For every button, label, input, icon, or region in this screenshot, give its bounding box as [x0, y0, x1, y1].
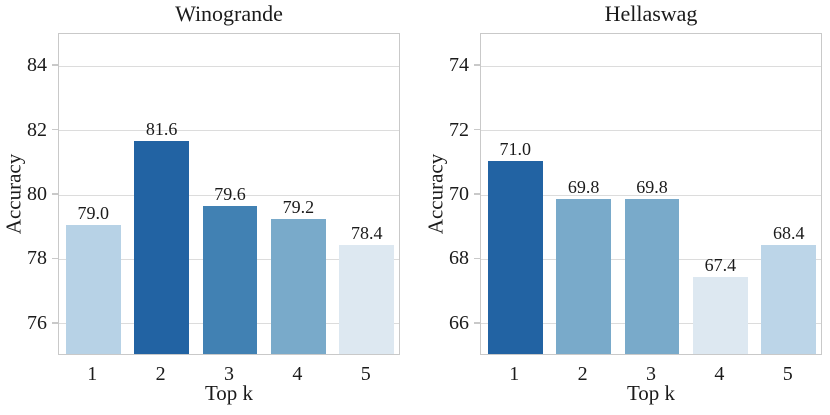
y-tick-label: 84: [27, 54, 47, 77]
x-tick-label: 5: [782, 363, 793, 385]
bar-value-label: 67.4: [704, 254, 737, 275]
y-tick-mark: [474, 257, 480, 260]
plot-area: 71.0 69.8 69.8 67.4 68.4: [480, 33, 822, 355]
y-tick-label: 70: [449, 183, 469, 205]
x-tick-label: 1: [509, 363, 520, 385]
y-tick-mark: [52, 322, 58, 324]
bar: [487, 160, 543, 354]
chart-hellaswag: Hellaswag Accuracy 71.0 69.8 69.8 67.4 68.4 …: [415, 0, 830, 415]
chart-title: Hellaswag: [604, 1, 698, 26]
y-tick-label: 80: [27, 183, 47, 205]
bar: [693, 276, 748, 354]
y-tick-mark: [52, 64, 58, 66]
y-tick-label: 76: [27, 311, 47, 334]
y-tick-mark: [474, 64, 480, 66]
y-tick-label: 74: [449, 54, 469, 77]
x-tick-label: 4: [292, 363, 303, 385]
y-tick-mark: [52, 128, 58, 131]
x-tick-label: 5: [360, 363, 371, 385]
y-tick-label: 72: [449, 118, 469, 141]
plot-area: 79.0 81.6 79.6 79.2 78.4: [58, 33, 400, 355]
x-axis-label: Top k: [626, 381, 676, 405]
y-tick-label: 68: [449, 247, 469, 270]
bar: [624, 199, 680, 354]
bar-value-label: 71.0: [499, 138, 531, 159]
bar: [202, 205, 258, 354]
bar: [271, 218, 326, 354]
chart-title: Winogrande: [175, 1, 283, 26]
gridline: [59, 130, 399, 132]
x-axis-label: Top k: [204, 381, 254, 405]
y-tick-mark: [474, 193, 480, 195]
bar-value-label: 79.0: [77, 203, 109, 224]
y-tick-mark: [474, 322, 480, 324]
bar: [134, 141, 189, 354]
bar-value-label: 69.8: [636, 177, 668, 198]
bar: [339, 244, 395, 354]
x-tick-label: 4: [714, 363, 725, 385]
bar-value-label: 79.2: [282, 196, 315, 217]
y-tick-label: 66: [449, 311, 469, 334]
bar: [556, 199, 611, 354]
gridline: [481, 130, 821, 132]
y-tick-label: 82: [27, 118, 47, 141]
y-tick-label: 78: [27, 247, 47, 270]
bar-value-label: 68.4: [773, 222, 805, 243]
bar-value-label: 69.8: [567, 177, 600, 198]
bar-value-label: 81.6: [145, 119, 178, 140]
y-tick-mark: [52, 193, 58, 195]
bar: [65, 225, 121, 354]
x-tick-label: 2: [155, 363, 166, 385]
gridline: [59, 65, 399, 67]
chart-winogrande: Winogrande Accuracy 79.0 81.6 79.6 79.2 78.4…: [2, 1, 400, 405]
x-tick-label: 3: [224, 363, 234, 385]
gridline: [481, 194, 821, 196]
gridline: [481, 65, 821, 67]
y-tick-mark: [474, 128, 480, 131]
bar-value-label: 79.6: [214, 183, 246, 204]
bar-value-label: 78.4: [351, 222, 383, 243]
y-tick-mark: [52, 257, 58, 260]
x-tick-label: 1: [87, 363, 98, 385]
bar: [761, 244, 817, 354]
gridline: [59, 194, 399, 196]
x-tick-label: 2: [577, 363, 588, 385]
x-tick-label: 3: [646, 363, 656, 385]
